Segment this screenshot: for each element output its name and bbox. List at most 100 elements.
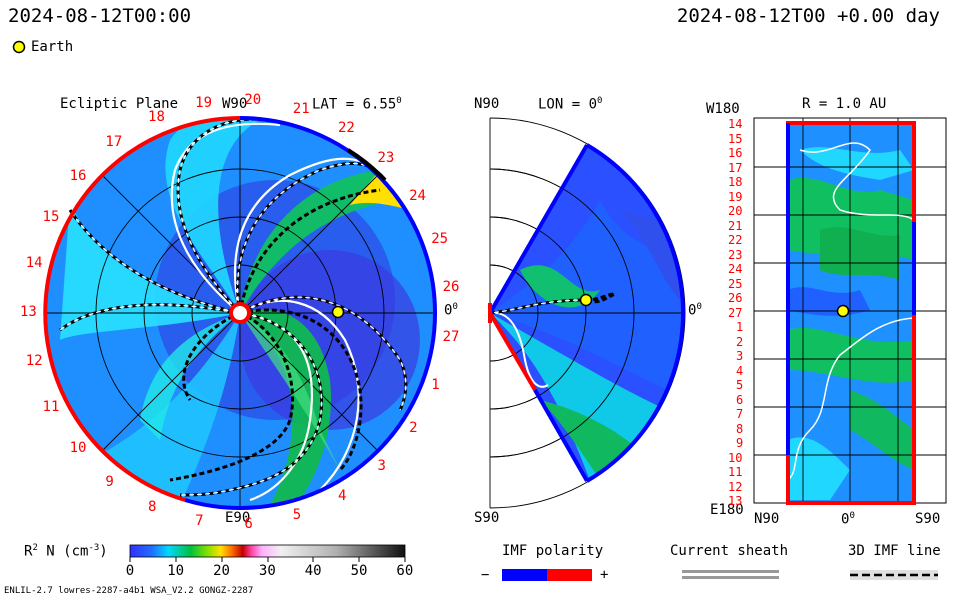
earth-legend-icon bbox=[12, 40, 26, 54]
earth-marker-meridional bbox=[579, 293, 593, 307]
r-y-label: 5 bbox=[736, 378, 744, 392]
legend-graphics bbox=[12, 40, 938, 581]
earth-legend-label: Earth bbox=[31, 39, 74, 55]
rotation-number: 14 bbox=[25, 255, 43, 272]
r-y-label: 15 bbox=[728, 131, 743, 146]
r-y-label: 2 bbox=[736, 334, 744, 349]
rotation-number: 18 bbox=[148, 109, 165, 126]
rotation-number: 23 bbox=[377, 149, 395, 166]
colorbar-tick-label: 10 bbox=[167, 563, 185, 579]
ecliptic-bottom-label: E90 bbox=[225, 510, 251, 526]
colorbar-tick-label: 40 bbox=[304, 563, 322, 579]
meridional-bottom-label: S90 bbox=[474, 510, 500, 526]
rotation-number: 22 bbox=[338, 120, 355, 137]
rotation-number: 8 bbox=[148, 498, 157, 515]
rotation-number: 3 bbox=[377, 458, 386, 475]
imf-negative-swatch bbox=[502, 569, 547, 581]
r-panel-top-left: W180 bbox=[706, 101, 740, 117]
rotation-number: 16 bbox=[69, 167, 87, 184]
rotation-number: 5 bbox=[292, 507, 302, 524]
r-y-label: 18 bbox=[728, 175, 743, 189]
rotation-number: 6 bbox=[244, 515, 253, 532]
r-y-label: 7 bbox=[736, 407, 744, 421]
r-x-label-s90: S90 bbox=[915, 511, 941, 527]
r-y-label: 19 bbox=[728, 189, 743, 204]
ecliptic-title: Ecliptic Plane bbox=[60, 96, 179, 112]
meridional-top-label: N90 bbox=[474, 96, 500, 112]
rotation-number: 27 bbox=[442, 328, 460, 345]
imf-minus-label: − bbox=[481, 567, 490, 583]
sheath-swatch-bottom bbox=[682, 576, 779, 579]
timestamp-right: 2024-08-12T00 +0.00 day bbox=[676, 5, 940, 27]
r-x-label-0: 00 bbox=[841, 511, 855, 528]
r-y-label: 1 bbox=[736, 320, 744, 334]
r-y-label: 9 bbox=[736, 436, 744, 450]
r-y-label: 10 bbox=[728, 450, 743, 465]
r-y-label: 24 bbox=[728, 262, 743, 276]
earth-marker-r bbox=[836, 304, 850, 318]
rotation-number: 21 bbox=[292, 100, 310, 117]
rotation-number: 10 bbox=[69, 440, 87, 457]
r-y-label: 21 bbox=[728, 218, 743, 233]
footer-model-info: ENLIL-2.7 lowres-2287-a4b1 WSA_V2.2 GONG… bbox=[4, 586, 254, 596]
r-y-label: 13 bbox=[728, 494, 743, 508]
r-y-label: 26 bbox=[728, 291, 743, 305]
imf-plus-label: + bbox=[600, 567, 609, 583]
r-y-label: 4 bbox=[736, 363, 744, 378]
colorbar-tick-label: 30 bbox=[258, 563, 276, 579]
colorbar-tick-label: 60 bbox=[396, 563, 414, 579]
r-y-label: 16 bbox=[728, 146, 743, 160]
r-y-label: 27 bbox=[728, 305, 743, 320]
lat-label: LAT = 6.550 bbox=[312, 96, 402, 113]
r-y-label: 17 bbox=[728, 160, 743, 175]
sun-marker bbox=[229, 302, 251, 324]
timestamp-left: 2024-08-12T00:00 bbox=[8, 5, 192, 27]
r-y-label: 6 bbox=[736, 392, 744, 407]
ecliptic-panel bbox=[43, 116, 438, 511]
rotation-number: 2 bbox=[409, 420, 418, 437]
earth-marker-ecliptic bbox=[331, 305, 345, 319]
r-y-label: 25 bbox=[728, 276, 743, 291]
rotation-number: 19 bbox=[195, 95, 213, 112]
colorbar bbox=[129, 544, 406, 558]
r-y-label: 12 bbox=[728, 479, 743, 494]
meridional-panel bbox=[488, 117, 686, 509]
meridional-right-label: 00 bbox=[688, 302, 702, 319]
imf3d-title: 3D IMF line bbox=[848, 543, 941, 559]
rotation-number: 7 bbox=[195, 512, 204, 529]
r-panel bbox=[753, 117, 947, 505]
r-panel-bottom-left: E180 bbox=[710, 502, 744, 518]
rotation-number: 17 bbox=[105, 133, 123, 150]
rotation-number: 9 bbox=[105, 474, 114, 491]
rotation-number: 13 bbox=[20, 304, 37, 320]
colorbar-tick-label: 0 bbox=[125, 563, 135, 579]
r-y-label: 11 bbox=[728, 465, 743, 479]
r-y-label: 22 bbox=[728, 233, 743, 247]
rotation-number: 25 bbox=[431, 231, 449, 248]
colorbar-tick-label: 50 bbox=[350, 563, 368, 579]
r-y-label: 23 bbox=[728, 247, 743, 262]
r-y-label: 8 bbox=[736, 421, 744, 436]
r-y-label: 14 bbox=[728, 117, 743, 131]
r-panel-title: R = 1.0 AU bbox=[802, 96, 887, 112]
rotation-number: 26 bbox=[442, 279, 460, 296]
current-sheath-title: Current sheath bbox=[670, 543, 789, 559]
rotation-number: 15 bbox=[42, 208, 60, 225]
sheath-swatch-top bbox=[682, 570, 779, 573]
ecliptic-top-label: W90 bbox=[222, 96, 248, 112]
lon-label: LON = 00 bbox=[538, 96, 603, 113]
r-y-label: 3 bbox=[736, 349, 744, 363]
rotation-number: 4 bbox=[338, 487, 347, 504]
ecliptic-right-label: 00 bbox=[444, 302, 458, 319]
rotation-number: 24 bbox=[409, 187, 426, 204]
r-x-label-n90: N90 bbox=[754, 511, 780, 527]
rotation-number: 12 bbox=[25, 352, 43, 369]
rotation-number: 1 bbox=[431, 376, 440, 393]
rotation-number: 11 bbox=[42, 399, 60, 416]
imf-polarity-title: IMF polarity bbox=[502, 543, 604, 559]
imf-positive-swatch bbox=[547, 569, 592, 581]
colorbar-label: R2 N (cm-3) bbox=[24, 543, 108, 560]
r-y-label: 20 bbox=[728, 204, 743, 218]
colorbar-tick-label: 20 bbox=[213, 563, 230, 579]
